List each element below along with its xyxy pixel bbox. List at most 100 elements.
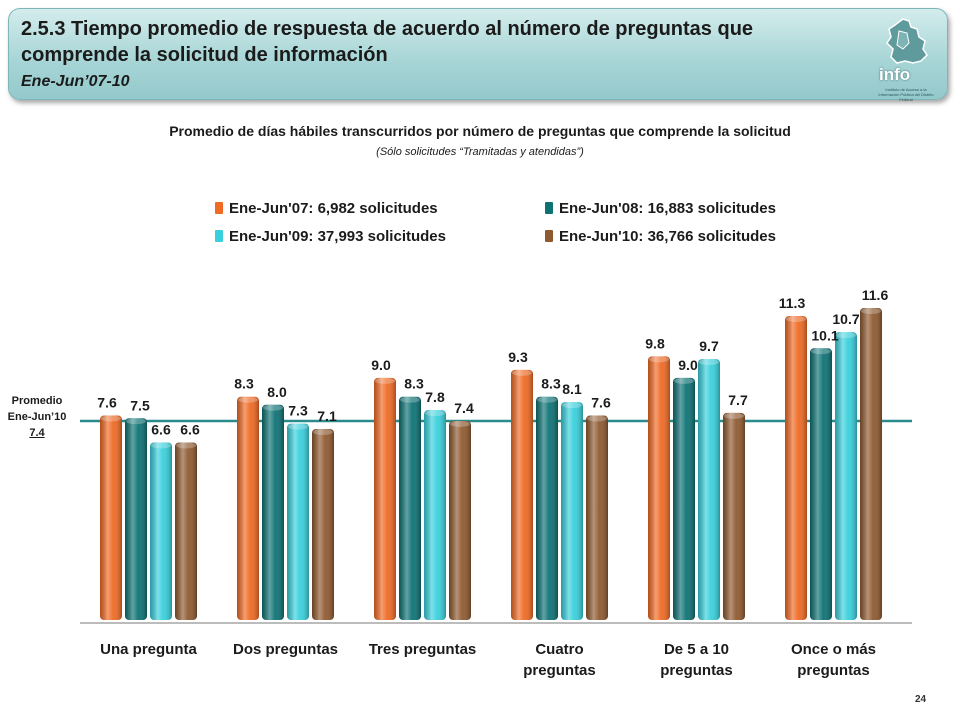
bar-cap xyxy=(861,307,881,314)
legend-swatch xyxy=(215,230,223,242)
bar-value-label: 8.3 xyxy=(404,376,424,392)
legend-item: Ene-Jun'07: 6,982 solicitudes xyxy=(215,200,438,218)
bar-value-label: 7.7 xyxy=(728,392,748,408)
bar-cap xyxy=(674,377,694,384)
bar-shine xyxy=(785,316,807,620)
bar xyxy=(175,442,197,620)
bar-shine xyxy=(449,420,471,620)
bar-shine xyxy=(399,396,421,620)
legend-label: Ene-Jun'08: 16,883 solicitudes xyxy=(559,200,776,217)
legend-swatch xyxy=(215,202,223,214)
bar-shine xyxy=(125,418,147,620)
bar-cap xyxy=(400,396,420,403)
category-label: Dos preguntas xyxy=(233,641,338,658)
header-banner: 2.5.3 Tiempo promedio de respuesta de ac… xyxy=(8,8,948,102)
chart-note: (Sólo solicitudes “Tramitadas y atendida… xyxy=(376,146,584,158)
bar-value-label: 7.3 xyxy=(288,403,308,419)
average-label-line2: Ene-Jun’10 xyxy=(7,411,67,423)
bar-shine xyxy=(374,377,396,620)
bar xyxy=(860,307,882,620)
bar xyxy=(586,415,608,620)
bar-shine xyxy=(723,412,745,620)
bar-value-label: 9.3 xyxy=(508,349,528,365)
bar-shine xyxy=(287,423,309,620)
bar-value-label: 6.6 xyxy=(180,421,200,437)
bar-cap xyxy=(238,396,258,403)
chart-subtitle: Promedio de días hábiles transcurridos p… xyxy=(169,123,791,139)
bar-shine xyxy=(312,429,334,620)
bar xyxy=(673,377,695,620)
bar-cap xyxy=(724,412,744,419)
legend-swatch xyxy=(545,230,553,242)
bar-shine xyxy=(698,359,720,620)
bar xyxy=(100,415,122,620)
bar-shine xyxy=(835,332,857,620)
average-label-line1: Promedio xyxy=(11,395,63,407)
bar xyxy=(698,359,720,620)
category-label: Once o más xyxy=(791,641,876,658)
bar-value-label: 10.1 xyxy=(811,327,838,343)
bar-value-label: 9.0 xyxy=(371,357,391,373)
bar-shine xyxy=(237,396,259,620)
bar-shine xyxy=(511,369,533,620)
bar-shine xyxy=(586,415,608,620)
bar-cap xyxy=(176,442,196,449)
bar xyxy=(511,369,533,620)
bar-shine xyxy=(810,348,832,620)
bar-value-label: 7.5 xyxy=(130,397,150,413)
bar-value-label: 9.8 xyxy=(645,335,665,351)
bar-value-label: 7.6 xyxy=(591,395,611,411)
category-label: Cuatro xyxy=(535,641,583,658)
bar xyxy=(399,396,421,620)
legend-label: Ene-Jun'10: 36,766 solicitudes xyxy=(559,228,776,245)
bar xyxy=(835,332,857,620)
district-map-icon xyxy=(886,18,928,64)
page-title: 2.5.3 Tiempo promedio de respuesta de ac… xyxy=(21,18,754,66)
bar-cap xyxy=(811,348,831,355)
info-logo: info Instituto de Acceso a la Informació… xyxy=(875,15,937,102)
legend-label: Ene-Jun'09: 37,993 solicitudes xyxy=(229,228,446,245)
bar xyxy=(561,402,583,620)
bar-shine xyxy=(150,442,172,620)
category-label: De 5 a 10 xyxy=(664,641,729,658)
bar-cap xyxy=(786,316,806,323)
bar-cap xyxy=(425,410,445,417)
bar-cap xyxy=(313,429,333,436)
bar-cap xyxy=(101,415,121,422)
bar-cap xyxy=(562,402,582,409)
bar-cap xyxy=(263,404,283,411)
bar-value-label: 7.4 xyxy=(454,400,474,416)
bar-value-label: 8.1 xyxy=(562,381,582,397)
bar-value-label: 11.3 xyxy=(779,295,806,311)
bar-shine xyxy=(175,442,197,620)
bar-cap xyxy=(450,420,470,427)
category-label: preguntas xyxy=(523,662,596,679)
bar-cap xyxy=(649,356,669,363)
bar xyxy=(287,423,309,620)
logo-text: info xyxy=(879,65,911,84)
bar-cap xyxy=(151,442,171,449)
bar-value-label: 7.1 xyxy=(317,408,337,424)
bar-value-label: 6.6 xyxy=(151,421,171,437)
category-label: Tres preguntas xyxy=(369,641,477,658)
legend-item: Ene-Jun'10: 36,766 solicitudes xyxy=(545,228,776,246)
category-label: preguntas xyxy=(660,662,733,679)
bar-value-label: 9.0 xyxy=(678,357,698,373)
bar-shine xyxy=(860,307,882,620)
bar-value-label: 7.6 xyxy=(97,395,117,411)
bar xyxy=(648,356,670,620)
bar-value-label: 7.8 xyxy=(425,389,445,405)
bar xyxy=(449,420,471,620)
bar-value-label: 11.6 xyxy=(862,287,889,303)
bar-cap xyxy=(126,418,146,425)
page-number: 24 xyxy=(915,694,927,705)
bar-cap xyxy=(836,332,856,339)
category-label: preguntas xyxy=(797,662,870,679)
bar xyxy=(723,412,745,620)
bar-value-label: 10.7 xyxy=(832,311,859,327)
bar-value-label: 8.3 xyxy=(234,376,254,392)
bar-cap xyxy=(288,423,308,430)
bar-value-label: 8.0 xyxy=(267,384,287,400)
bar-cap xyxy=(512,369,532,376)
